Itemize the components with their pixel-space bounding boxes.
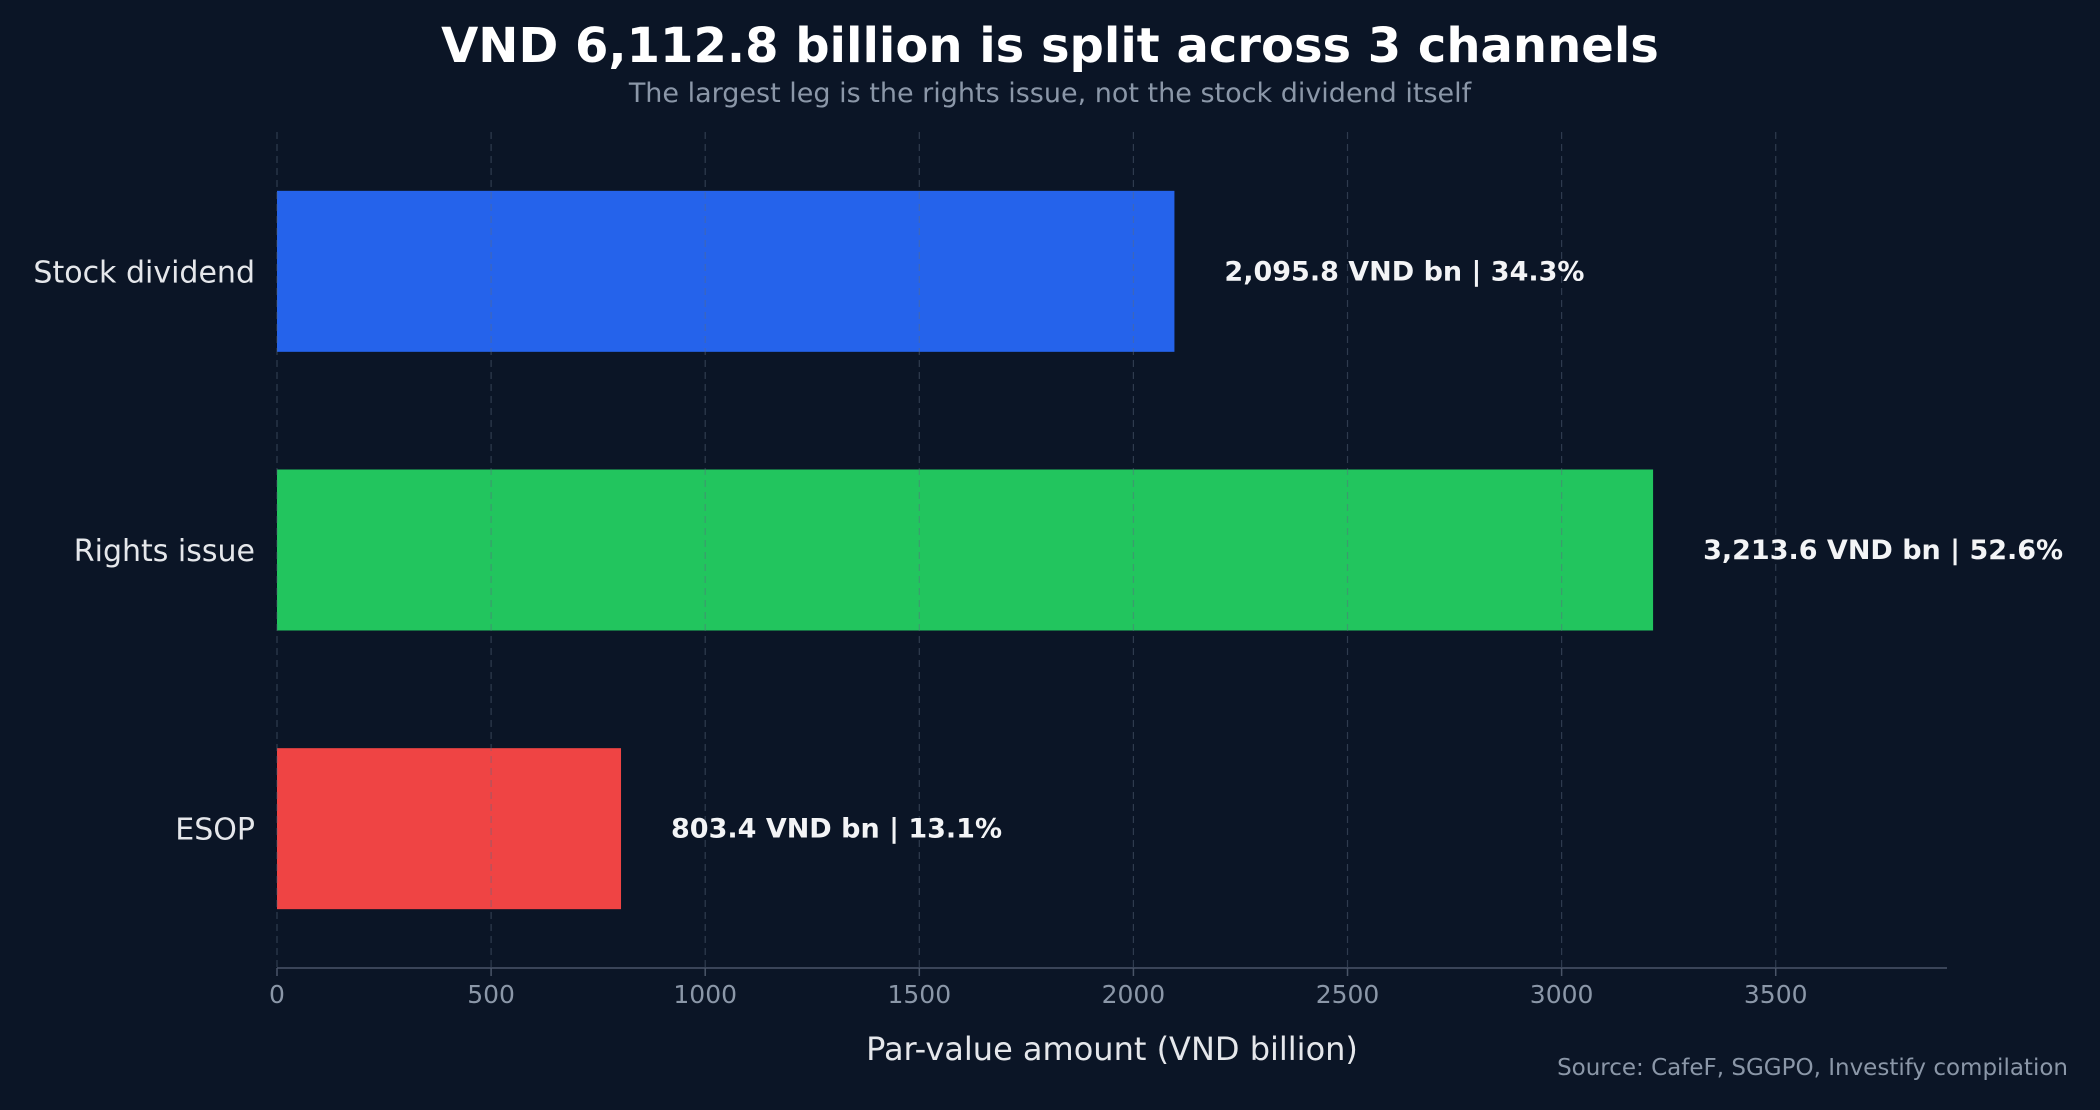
chart-subtitle: The largest leg is the rights issue, not… — [628, 78, 1472, 109]
category-label: ESOP — [175, 813, 255, 848]
x-tick-label: 1000 — [673, 980, 737, 1009]
x-tick-label: 3500 — [1744, 980, 1808, 1009]
x-tick-label: 2500 — [1316, 980, 1380, 1009]
x-axis: 0 500 1000 1500 2000 2500 3000 3500 — [269, 967, 1947, 1009]
x-tick-label: 500 — [467, 980, 515, 1009]
gridlines — [276, 132, 1777, 968]
bars — [277, 190, 1654, 910]
bar-rights-issue — [277, 469, 1654, 631]
x-tick-label: 3000 — [1530, 980, 1594, 1009]
x-tick-label: 1500 — [887, 980, 951, 1009]
bar-stock-dividend — [277, 190, 1175, 352]
bar-esop — [277, 748, 622, 910]
x-tick-label: 2000 — [1102, 980, 1166, 1009]
category-label: Rights issue — [74, 534, 255, 569]
data-label: 2,095.8 VND bn | 34.3% — [1224, 256, 1584, 287]
data-label: 3,213.6 VND bn | 52.6% — [1703, 535, 2063, 566]
source-note: Source: CafeF, SGGPO, Investify compilat… — [1557, 1055, 2068, 1081]
data-label: 803.4 VND bn | 13.1% — [671, 814, 1002, 845]
x-axis-title: Par-value amount (VND billion) — [866, 1030, 1358, 1068]
category-label: Stock dividend — [33, 255, 255, 290]
labels: Stock dividend 2,095.8 VND bn | 34.3% Righ… — [33, 255, 2063, 847]
chart-title: VND 6,112.8 billion is split across 3 ch… — [441, 18, 1659, 74]
x-tick-label: 0 — [269, 980, 285, 1009]
